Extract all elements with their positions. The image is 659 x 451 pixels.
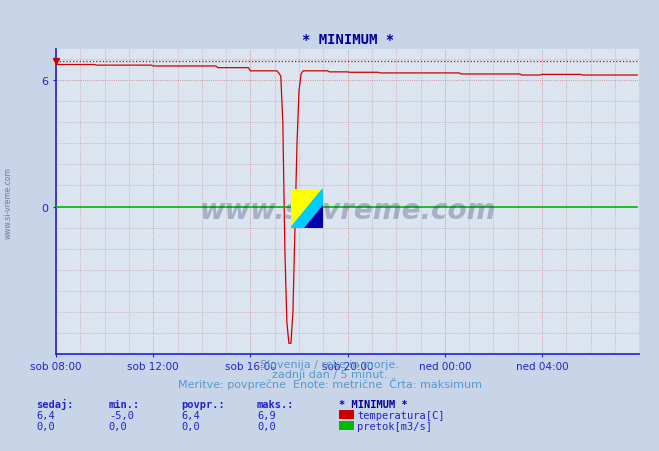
Polygon shape: [291, 190, 322, 228]
Text: 6,4: 6,4: [181, 410, 200, 420]
Polygon shape: [291, 190, 322, 228]
Text: povpr.:: povpr.:: [181, 399, 225, 409]
Text: www.si-vreme.com: www.si-vreme.com: [3, 167, 13, 239]
Text: 6,9: 6,9: [257, 410, 275, 420]
Text: Slovenija / reke in morje.: Slovenija / reke in morje.: [260, 359, 399, 369]
Text: 0,0: 0,0: [109, 421, 127, 431]
Text: 6,4: 6,4: [36, 410, 55, 420]
Text: temperatura[C]: temperatura[C]: [357, 410, 445, 420]
Text: zadnji dan / 5 minut.: zadnji dan / 5 minut.: [272, 369, 387, 379]
Text: Meritve: povprečne  Enote: metrične  Črta: maksimum: Meritve: povprečne Enote: metrične Črta:…: [177, 377, 482, 389]
Polygon shape: [304, 205, 322, 228]
Text: * MINIMUM *: * MINIMUM *: [339, 399, 408, 409]
Text: 0,0: 0,0: [36, 421, 55, 431]
Text: sedaj:: sedaj:: [36, 398, 74, 409]
Text: -5,0: -5,0: [109, 410, 134, 420]
Text: 0,0: 0,0: [181, 421, 200, 431]
Title: * MINIMUM *: * MINIMUM *: [302, 33, 393, 47]
Text: 0,0: 0,0: [257, 421, 275, 431]
Text: min.:: min.:: [109, 399, 140, 409]
Text: www.si-vreme.com: www.si-vreme.com: [200, 197, 496, 225]
Text: pretok[m3/s]: pretok[m3/s]: [357, 421, 432, 431]
Text: maks.:: maks.:: [257, 399, 295, 409]
